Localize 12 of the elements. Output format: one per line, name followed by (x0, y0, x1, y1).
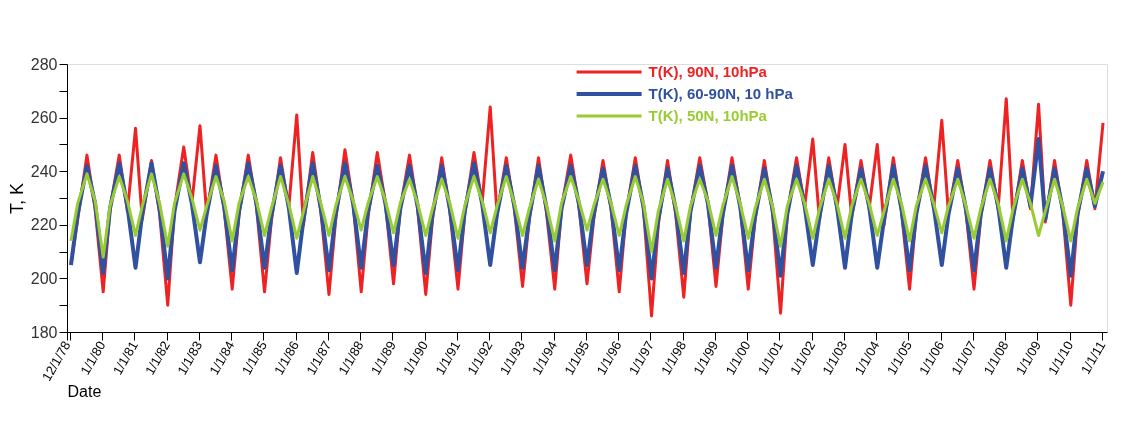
y-axis-title: T, K (6, 182, 27, 215)
y-tick-label: 200 (30, 269, 58, 287)
x-axis-title: Date (67, 382, 102, 400)
legend-label: T(K), 60-90N, 10 hPa (648, 85, 794, 102)
y-tick-label: 180 (30, 323, 58, 341)
y-tick-label: 260 (30, 109, 58, 127)
legend-label: T(K), 90N, 10hPa (648, 63, 768, 80)
y-tick-label: 280 (30, 55, 58, 73)
y-tick-label: 220 (30, 216, 58, 234)
line-series (69, 172, 1105, 259)
y-tick-label: 240 (30, 162, 58, 180)
legend-label: T(K), 50N, 10hPa (648, 107, 768, 124)
